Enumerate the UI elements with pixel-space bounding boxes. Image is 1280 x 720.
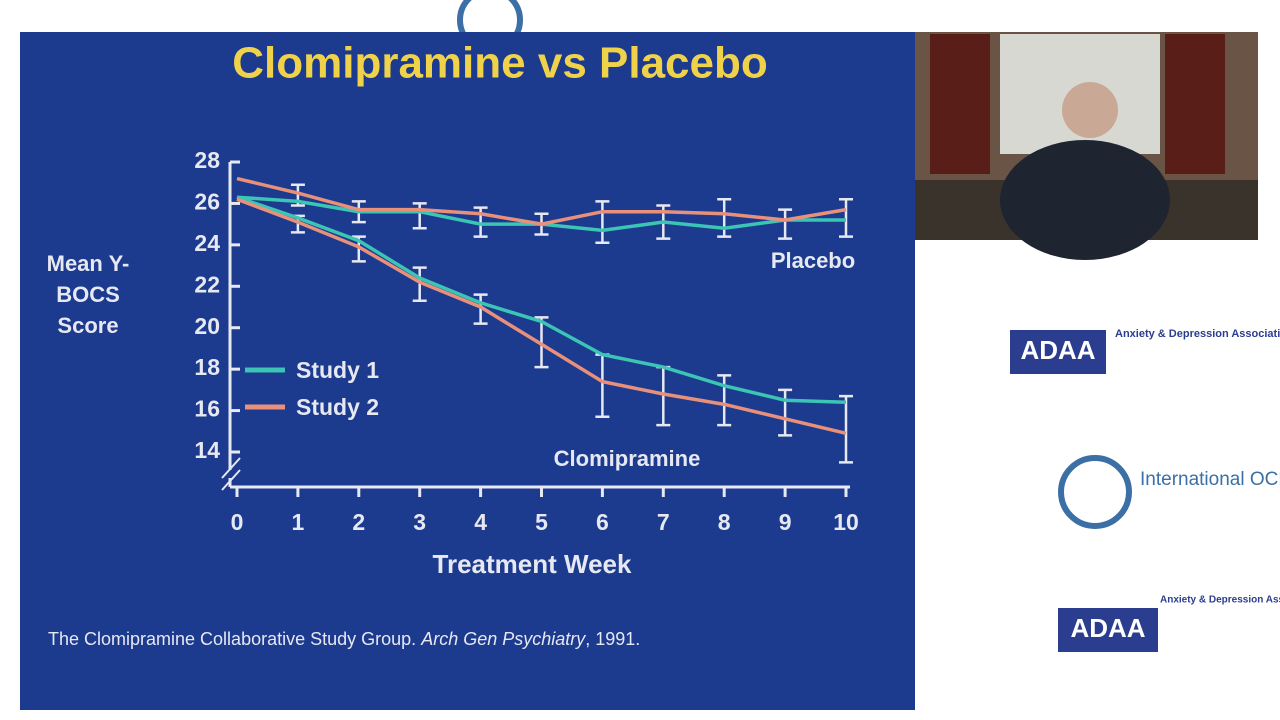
x-tick-label: 10: [833, 509, 859, 535]
y-axis-label: Mean Y-BOCS Score: [46, 251, 130, 338]
error-bar: [473, 293, 488, 325]
person: [1000, 140, 1170, 260]
x-tick-label: 3: [413, 509, 426, 535]
x-tick-label: 2: [352, 509, 365, 535]
webcam: [886, 32, 1258, 260]
adaa-badge: [1010, 330, 1106, 374]
line-clomipramine: [236, 195, 847, 405]
error-bar: [778, 208, 793, 240]
curtain: [930, 34, 990, 174]
iocdf-mark: [1058, 455, 1132, 529]
x-tick-label: 9: [779, 509, 792, 535]
curtain: [1165, 34, 1225, 174]
y-tick-label: 16: [194, 396, 220, 422]
chart-title: Clomipramine vs Placebo: [232, 39, 768, 88]
iocdf-logo: International OCD Foundation: [1140, 469, 1280, 490]
person-head: [1062, 82, 1118, 138]
error-bar: [717, 198, 732, 238]
error-bar: [839, 198, 853, 238]
source-text: The Clomipramine Collaborative Study Gro…: [48, 629, 416, 649]
x-tick-label: 1: [292, 509, 305, 535]
line-placebo: [236, 176, 847, 226]
axis-break: [221, 469, 241, 491]
adaa-name: Anxiety & Depression Association of Amer…: [1115, 328, 1280, 340]
error-bar: [778, 388, 793, 437]
error-bar: [412, 202, 427, 230]
error-bar: [595, 200, 610, 245]
x-tick-label: 7: [657, 509, 670, 535]
y-tick-label: 22: [194, 271, 220, 297]
x-tick-label: 0: [231, 509, 244, 535]
error-bar: [717, 374, 732, 427]
y-tick-label: 28: [194, 147, 220, 173]
y-tick-label: 18: [194, 354, 220, 380]
adaa-logo: ADAA: [1020, 335, 1095, 365]
legend-label: Study 1: [296, 357, 379, 383]
source-year: , 1991.: [585, 629, 640, 649]
slide: [20, 32, 915, 710]
y-tick-label: 20: [194, 313, 220, 339]
line-clomipramine: [236, 197, 847, 436]
adaa-logo: ADAA: [1070, 613, 1145, 643]
x-tick-label: 6: [596, 509, 609, 535]
axis-break: [221, 457, 241, 479]
adaa-name: Anxiety & Depression Association of Amer…: [1160, 595, 1280, 606]
error-bar: [412, 266, 427, 303]
backdrop: ADAA Anxiety & Depression Association of…: [457, 0, 1280, 652]
y-tick-label: 26: [194, 189, 220, 215]
y-tick-label: 14: [194, 437, 220, 463]
error-bar: [839, 394, 853, 464]
annotation: Placebo: [771, 248, 855, 273]
x-axis-label: Treatment Week: [433, 549, 632, 579]
source-journal: Arch Gen Psychiatry: [420, 629, 586, 649]
error-bar: [534, 316, 549, 369]
legend-label: Study 2: [296, 394, 379, 420]
x-tick-label: 5: [535, 509, 548, 535]
adaa-badge: [1058, 608, 1158, 652]
annotation: Clomipramine: [554, 446, 701, 471]
x-tick-label: 8: [718, 509, 731, 535]
x-tick-label: 4: [474, 509, 487, 535]
source: The Clomipramine Collaborative Study Gro…: [48, 629, 640, 649]
y-tick-label: 24: [194, 230, 220, 256]
